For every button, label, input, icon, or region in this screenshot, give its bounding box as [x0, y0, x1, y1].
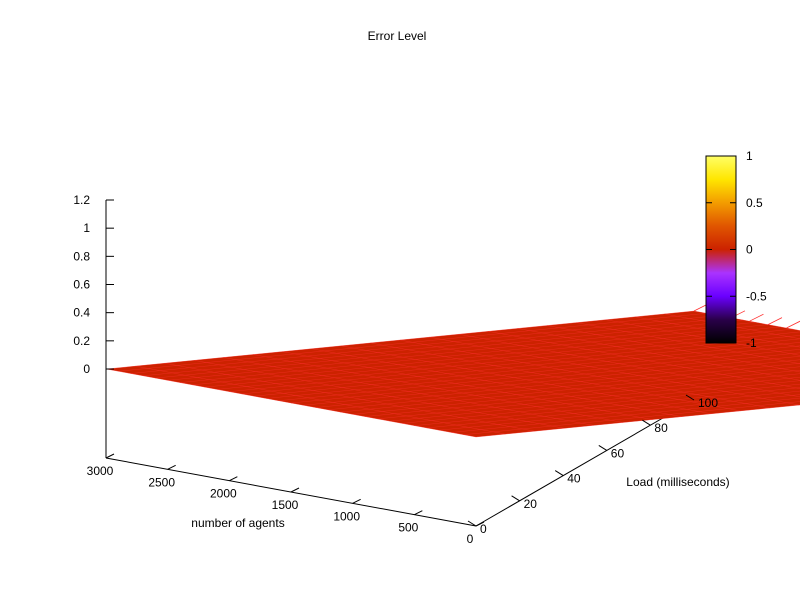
- colorbar-tick-label: -1: [746, 336, 757, 350]
- x-tick-mark: [290, 487, 300, 493]
- x-tick-mark: [475, 521, 485, 527]
- y-axis-label: Load (milliseconds): [626, 475, 729, 489]
- z-tick-label: 0: [83, 362, 90, 376]
- y-tick-mark: [598, 444, 608, 451]
- mesh-line-load: [105, 368, 477, 438]
- x-tick-label: 500: [398, 521, 418, 535]
- y-tick-label: 20: [524, 497, 538, 511]
- mesh-line-load: [370, 342, 741, 412]
- mesh-line-load: [458, 333, 800, 398]
- mesh-line-load: [605, 319, 800, 356]
- mesh-line-load: [546, 325, 800, 373]
- colorbar-tick-label: 1: [746, 149, 753, 163]
- x-axis-label: number of agents: [191, 516, 284, 530]
- x-tick-mark: [414, 510, 423, 516]
- mesh-line-load: [635, 316, 800, 348]
- x-tick-label: 1000: [333, 509, 360, 523]
- x-tick-mark: [167, 464, 176, 470]
- y-tick-mark: [685, 394, 695, 401]
- x-tick-mark: [229, 476, 238, 482]
- mesh-line-load: [311, 348, 682, 417]
- y-axis-line: [475, 399, 695, 527]
- y-tick-label: 100: [698, 396, 718, 410]
- mesh-line-load: [341, 345, 712, 415]
- colorbar: 1 0.5 0 -0.5 -1: [705, 149, 767, 350]
- mesh-line-load: [488, 331, 800, 389]
- colorbar-tick-label: 0: [746, 243, 753, 257]
- mesh-line-load: [399, 339, 771, 409]
- mesh-line-load: [576, 322, 800, 364]
- mesh-line-load: [693, 310, 800, 331]
- y-tick-mark: [554, 470, 564, 477]
- mesh-line-load: [429, 336, 800, 406]
- mesh-back-tick: [767, 317, 783, 325]
- x-tick-label: 2500: [148, 475, 175, 489]
- colorbar-tick-label: 0.5: [746, 196, 763, 210]
- z-tick-label: 0.2: [73, 334, 90, 348]
- x-tick-mark: [105, 453, 115, 459]
- surface-group: [105, 303, 800, 438]
- mesh-line-load: [517, 328, 800, 381]
- mesh-line-load: [252, 354, 624, 423]
- z-tick-label: 1.2: [73, 193, 90, 207]
- y-tick-mark: [511, 495, 520, 502]
- ticks-group: 1.210.80.60.40.2030002500200015001000500…: [73, 193, 718, 546]
- mesh-line-load: [164, 362, 535, 432]
- y-tick-label: 40: [567, 472, 581, 486]
- surface-plane: [106, 311, 800, 437]
- mesh-line-load: [223, 357, 594, 426]
- x-tick-label: 0: [467, 532, 474, 546]
- x-tick-label: 3000: [87, 464, 114, 478]
- y-tick-label: 80: [654, 421, 668, 435]
- mesh-line-load: [194, 360, 565, 429]
- mesh-back-tick: [749, 313, 764, 322]
- y-tick-label: 0: [480, 522, 487, 536]
- z-tick-label: 0.4: [73, 306, 90, 320]
- chart-title: Error Level: [368, 29, 427, 43]
- colorbar-tick-label: -0.5: [746, 289, 767, 303]
- x-tick-label: 2000: [210, 487, 237, 501]
- z-tick-label: 0.8: [73, 249, 90, 263]
- z-tick-label: 0.6: [73, 278, 90, 292]
- y-tick-mark: [642, 419, 651, 426]
- x-tick-mark: [352, 498, 361, 504]
- mesh-line-load: [135, 365, 506, 435]
- x-tick-label: 1500: [272, 498, 299, 512]
- y-tick-label: 60: [611, 446, 625, 460]
- z-tick-label: 1: [83, 221, 90, 235]
- mesh-back-tick: [786, 320, 800, 329]
- mesh-line-load: [282, 351, 653, 420]
- y-tick-mark: [467, 520, 477, 527]
